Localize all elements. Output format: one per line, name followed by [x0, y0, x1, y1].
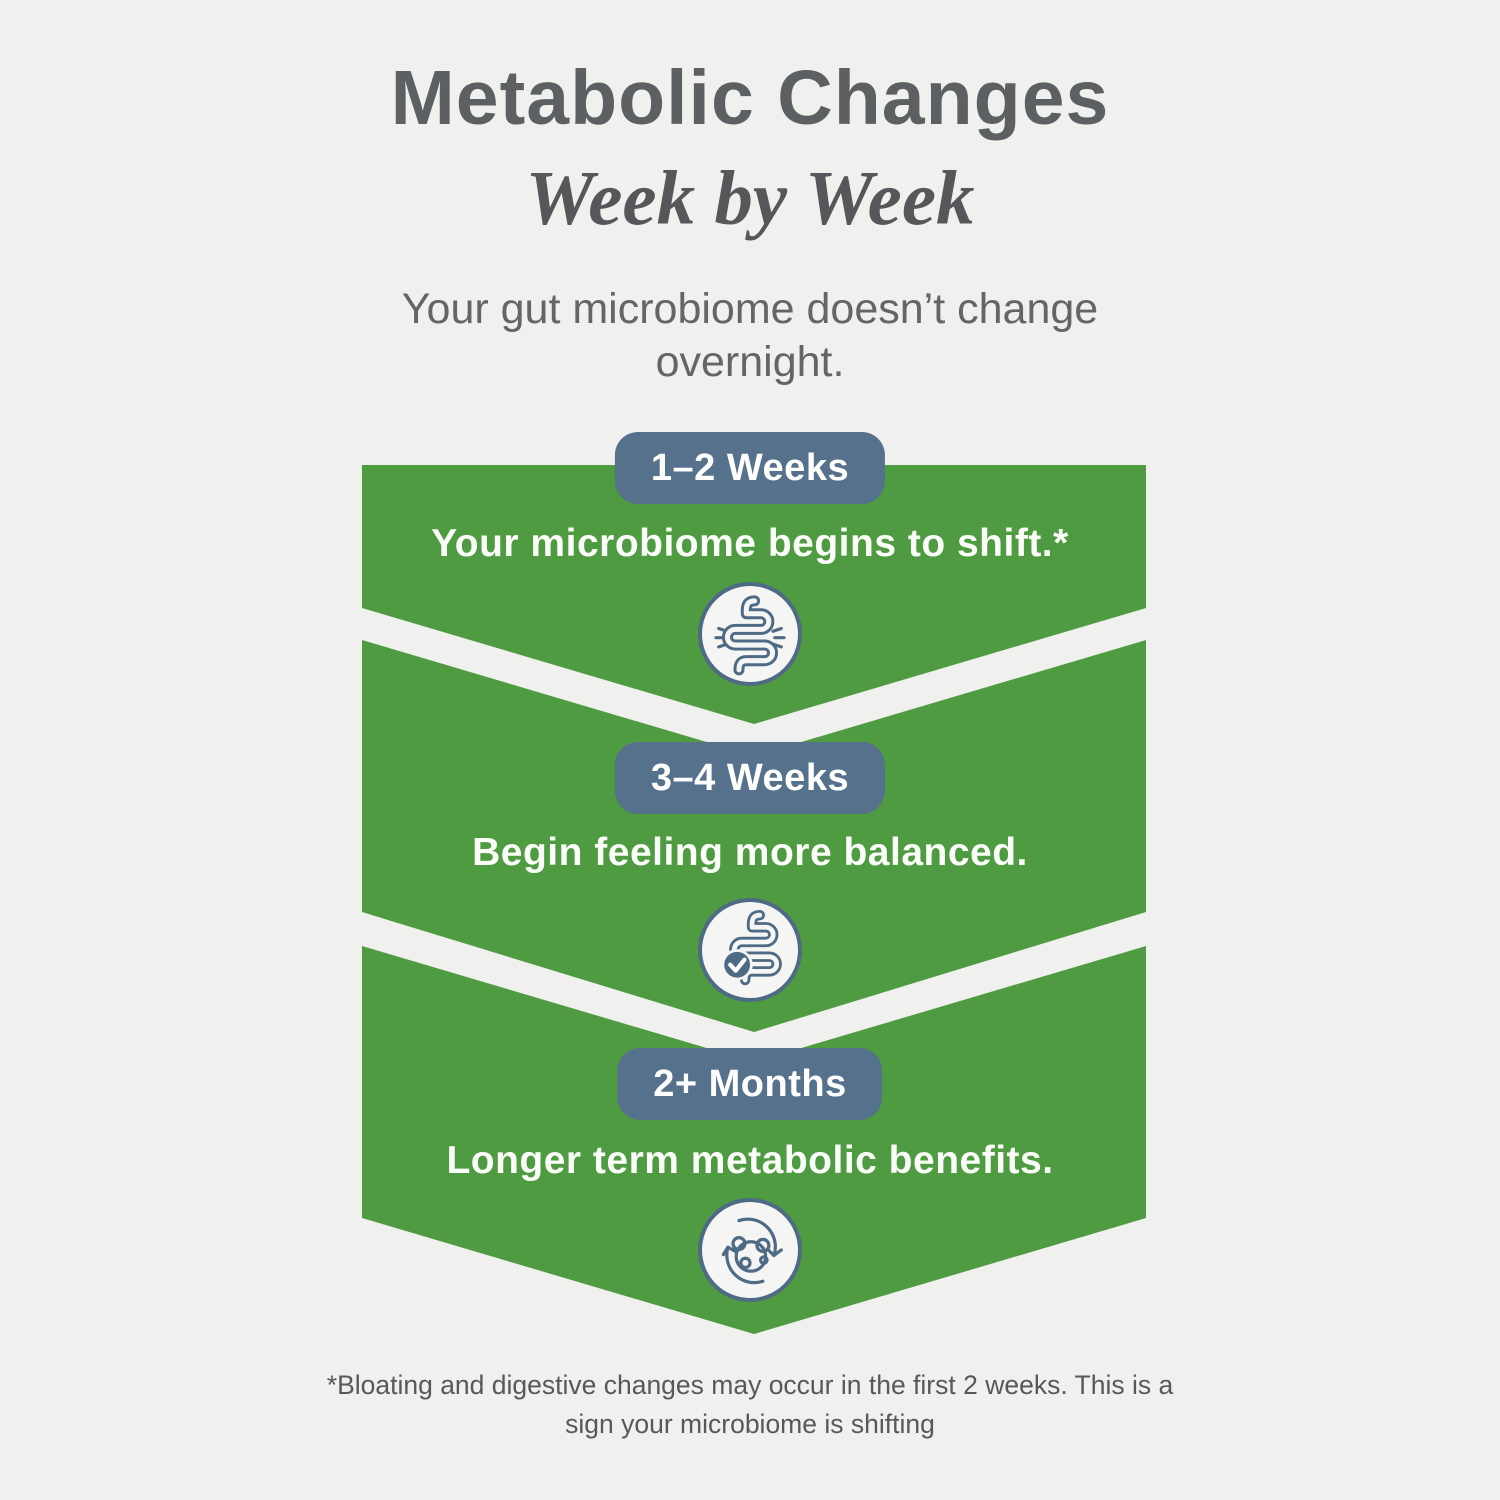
subtitle-line-1: Your gut microbiome doesn’t change [401, 285, 1099, 333]
page-title-italic: Week by Week [525, 155, 975, 241]
page-subtitle: Your gut microbiome doesn’t change overn… [0, 283, 1500, 389]
metabolism-cycle-icon [721, 1217, 783, 1285]
intestine-check-icon [721, 909, 782, 986]
icon-badge-1 [698, 582, 802, 686]
page-title: Metabolic Changes [390, 55, 1110, 141]
subtitle-line-2: overnight. [655, 338, 845, 386]
icon-badge-3 [698, 1198, 802, 1302]
section-text-2: Begin feeling more balanced. [472, 831, 1028, 874]
timeline-pill-2plus-months: 2+ Months [617, 1048, 883, 1120]
icon-badge-2 [698, 898, 802, 1002]
intestine-shift-icon [714, 595, 786, 676]
section-text-3: Longer term metabolic benefits. [446, 1139, 1054, 1182]
footnote-line-2: sign your microbiome is shifting [565, 1409, 935, 1439]
section-text-1: Your microbiome begins to shift.* [431, 522, 1069, 565]
footnote: *Bloating and digestive changes may occu… [0, 1366, 1500, 1444]
timeline-pill-3-4-weeks: 3–4 Weeks [614, 742, 886, 814]
timeline-pill-1-2-weeks: 1–2 Weeks [614, 432, 886, 504]
footnote-line-1: *Bloating and digestive changes may occu… [326, 1370, 1174, 1400]
